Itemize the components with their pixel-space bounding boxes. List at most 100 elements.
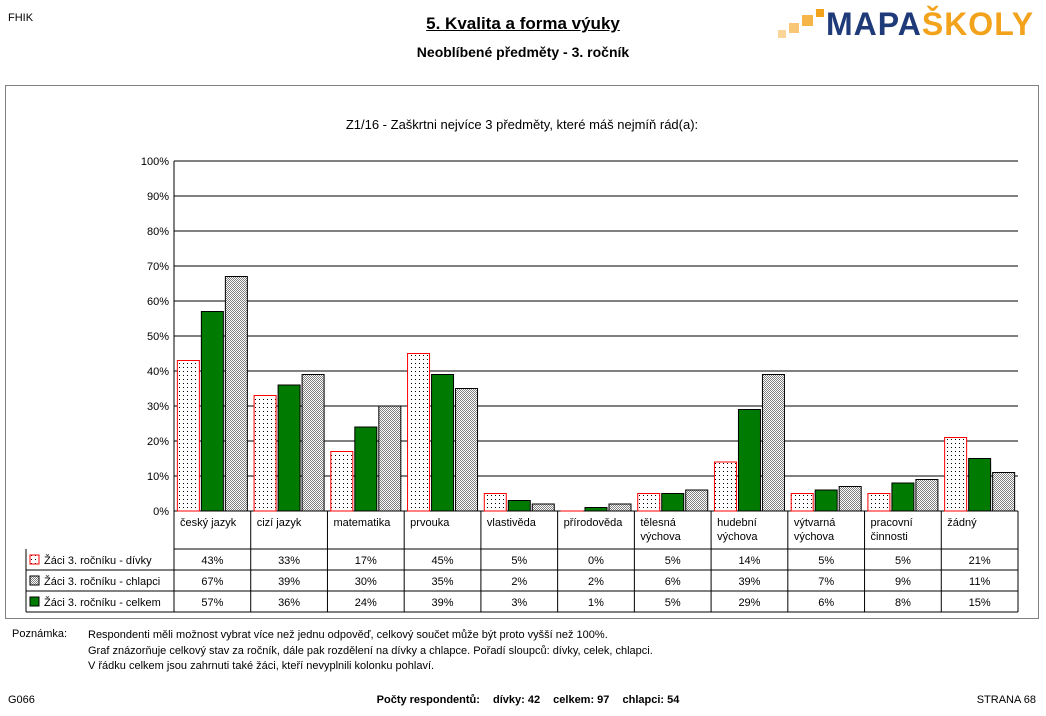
x-tick-label: výchova <box>794 531 835 543</box>
bar <box>176 360 200 512</box>
bar <box>455 388 479 512</box>
data-label: 9% <box>895 576 911 588</box>
data-label: 29% <box>738 597 760 609</box>
bar <box>814 489 838 512</box>
x-tick-label: výtvarná <box>794 517 836 529</box>
data-label: 5% <box>511 555 527 567</box>
page-title: 5. Kvalita a forma výuky <box>426 14 620 33</box>
bar <box>483 493 507 512</box>
logo-square-icon <box>789 23 799 33</box>
page-subtitle: Neoblíbené předměty - 3. ročník <box>416 44 630 60</box>
y-tick-label: 90% <box>147 191 169 203</box>
bar <box>685 489 709 512</box>
x-tick-label: vlastivěda <box>487 517 537 529</box>
data-label: 0% <box>588 555 604 567</box>
bar <box>637 493 661 512</box>
notes-block: Respondenti měli možnost vybrat více než… <box>88 628 653 675</box>
data-label: 30% <box>355 576 377 588</box>
data-label: 57% <box>201 597 223 609</box>
note-line: Respondenti měli možnost vybrat více než… <box>88 629 608 641</box>
chart-title: Z1/16 - Zaškrtni nejvíce 3 předměty, kte… <box>346 117 698 132</box>
bar <box>531 503 555 512</box>
legend-label: Žáci 3. ročníku - chlapci <box>44 575 160 588</box>
bar <box>200 311 224 512</box>
data-label: 39% <box>738 576 760 588</box>
data-label: 5% <box>818 555 834 567</box>
page-number: STRANA 68 <box>976 694 1036 706</box>
x-tick-label: žádný <box>947 517 977 529</box>
legend-swatch <box>29 596 40 607</box>
x-tick-label: pracovní <box>871 517 913 529</box>
data-label: 67% <box>201 576 223 588</box>
logo-square-icon <box>802 15 813 26</box>
bar <box>507 500 531 512</box>
legend-label: Žáci 3. ročníku - celkem <box>44 596 161 609</box>
bar <box>944 437 968 512</box>
data-label: 5% <box>665 597 681 609</box>
logo-text: MAPAŠKOLY <box>826 6 1035 42</box>
data-label: 3% <box>511 597 527 609</box>
bar <box>253 395 277 512</box>
y-tick-label: 30% <box>147 401 169 413</box>
y-tick-label: 70% <box>147 261 169 273</box>
bar <box>713 461 737 512</box>
data-label: 7% <box>818 576 834 588</box>
y-tick-label: 40% <box>147 366 169 378</box>
data-label: 39% <box>278 576 300 588</box>
data-label: 2% <box>511 576 527 588</box>
respondent-counts: Počty respondentů: dívky: 42 celkem: 97 … <box>0 694 1046 706</box>
x-tick-label: výchova <box>640 531 681 543</box>
report-code: FHIK <box>8 12 34 24</box>
data-label: 6% <box>665 576 681 588</box>
note-label: Poznámka: <box>12 628 68 640</box>
y-tick-label: 100% <box>141 156 169 168</box>
logo-square-icon <box>816 9 824 17</box>
data-label: 35% <box>432 576 454 588</box>
bar-chart: Z1/16 - Zaškrtni nejvíce 3 předměty, kte… <box>25 117 1019 613</box>
bar <box>354 426 378 512</box>
legend-label: Žáci 3. ročníku - dívky <box>44 554 152 567</box>
counts-label: Počty respondentů: <box>376 694 480 706</box>
y-tick-label: 60% <box>147 296 169 308</box>
bar <box>431 374 455 512</box>
data-label: 39% <box>432 597 454 609</box>
chart-frame: Z1/16 - Zaškrtni nejvíce 3 předměty, kte… <box>5 85 1039 619</box>
bar <box>737 409 761 512</box>
note-line: V řádku celkem jsou zahrnuti také žáci, … <box>88 660 435 672</box>
x-tick-label: matematika <box>333 517 391 529</box>
bar <box>790 493 814 512</box>
total-count: celkem: 97 <box>553 694 610 706</box>
data-label: 14% <box>738 555 760 567</box>
logo-square-icon <box>778 30 786 38</box>
x-tick-label: výchova <box>717 531 758 543</box>
bar <box>761 374 785 512</box>
data-label: 8% <box>895 597 911 609</box>
data-label: 45% <box>432 555 454 567</box>
boys-count: chlapci: 54 <box>622 694 680 706</box>
data-label: 15% <box>969 597 991 609</box>
x-tick-label: cizí jazyk <box>257 517 302 529</box>
y-tick-label: 0% <box>153 506 169 518</box>
data-label: 33% <box>278 555 300 567</box>
legend-swatch <box>29 575 40 586</box>
note-line: Graf znázorňuje celkový stav za ročník, … <box>88 644 653 657</box>
x-tick-label: český jazyk <box>180 517 237 529</box>
data-label: 43% <box>201 555 223 567</box>
data-label: 17% <box>355 555 377 567</box>
x-tick-label: činnosti <box>871 531 908 543</box>
bar <box>378 405 402 512</box>
y-tick-label: 20% <box>147 436 169 448</box>
bar <box>277 384 301 512</box>
y-tick-label: 80% <box>147 226 169 238</box>
bar <box>838 486 862 512</box>
data-label: 1% <box>588 597 604 609</box>
bar <box>224 276 248 512</box>
bar <box>608 503 632 512</box>
bar <box>407 353 431 512</box>
data-label: 2% <box>588 576 604 588</box>
bar <box>584 507 608 512</box>
x-tick-label: hudební <box>717 517 757 529</box>
x-tick-label: přírodověda <box>564 517 624 529</box>
data-label: 5% <box>895 555 911 567</box>
bar <box>915 479 939 512</box>
